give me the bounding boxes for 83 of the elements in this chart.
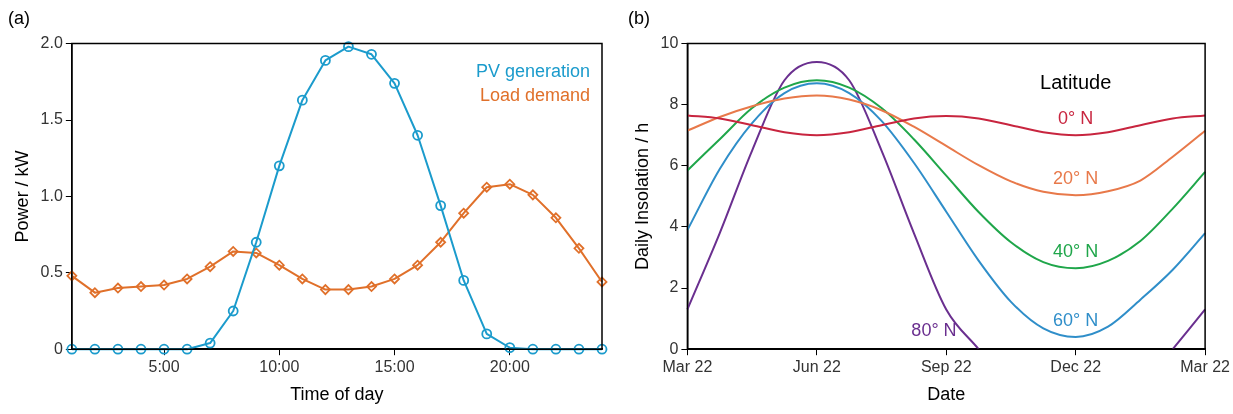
- point: [112, 282, 124, 294]
- point: [273, 160, 285, 172]
- point: [366, 48, 377, 60]
- point: [573, 343, 585, 355]
- y-tick-label: 6: [669, 156, 679, 174]
- x-axis-title: Time of day: [290, 384, 384, 405]
- point: [550, 343, 562, 355]
- point: [66, 343, 78, 355]
- legend-title: Latitude: [1040, 71, 1112, 94]
- y-tick-label: 1.0: [40, 186, 63, 204]
- series-label: 20° N: [1053, 168, 1099, 189]
- text: Load demand: [479, 84, 590, 105]
- point: [527, 343, 539, 355]
- point: [527, 189, 539, 201]
- y-tick-label: 0: [53, 339, 63, 357]
- line-series: [686, 94, 1207, 197]
- point: [458, 275, 470, 286]
- point: [66, 270, 78, 282]
- x-tick-label: Dec 22: [1050, 358, 1102, 376]
- point: [273, 259, 285, 271]
- x-tick-label: Sep 22: [920, 358, 972, 376]
- text: PV generation: [475, 60, 590, 81]
- point: [343, 41, 354, 53]
- point: [204, 337, 216, 349]
- y-tick-label: 1.5: [40, 110, 63, 128]
- x-axis-title: Date: [927, 384, 966, 405]
- point: [296, 273, 308, 285]
- point: [596, 276, 608, 288]
- y-tick-label: 0.5: [40, 263, 63, 281]
- point: [296, 94, 308, 106]
- chart-title: (a): [8, 7, 30, 28]
- y-tick-label: 4: [669, 217, 679, 235]
- series-label: 0° N: [1058, 108, 1094, 129]
- point: [250, 247, 262, 259]
- point: [596, 343, 608, 355]
- x-tick-label: Jun 22: [792, 358, 841, 376]
- point: [343, 284, 354, 296]
- point: [435, 200, 447, 211]
- y-axis-title: Power / kW: [11, 150, 32, 243]
- point: [89, 343, 101, 355]
- point: [158, 279, 170, 291]
- point: [366, 281, 377, 292]
- series-label: 80° N: [911, 320, 957, 341]
- y-tick-label: 8: [669, 95, 679, 113]
- x-tick-label: Mar 22: [1180, 358, 1231, 376]
- point: [320, 284, 331, 296]
- point: [504, 342, 516, 354]
- point: [412, 259, 423, 271]
- point: [320, 55, 331, 66]
- point: [204, 261, 216, 273]
- x-tick-label: 10:00: [259, 358, 300, 376]
- point: [550, 212, 562, 224]
- x-tick-label: 5:00: [148, 358, 180, 376]
- point: [158, 343, 170, 355]
- point: [412, 129, 423, 141]
- point: [112, 343, 124, 355]
- point: [573, 242, 585, 254]
- x-tick-label: 20:00: [489, 358, 530, 376]
- point: [135, 281, 147, 292]
- point: [458, 207, 470, 219]
- point: [481, 181, 493, 193]
- point: [181, 343, 193, 355]
- y-tick-label: 0: [669, 339, 679, 357]
- chart-title: (b): [628, 7, 650, 28]
- x-tick-label: 15:00: [374, 358, 415, 376]
- point: [135, 343, 147, 355]
- point: [504, 178, 516, 190]
- point: [389, 273, 400, 285]
- point: [181, 273, 193, 285]
- point: [389, 77, 400, 89]
- x-tick-label: Mar 22: [662, 358, 713, 376]
- point: [89, 287, 101, 299]
- series-label: 40° N: [1053, 241, 1099, 262]
- series-label: 60° N: [1053, 309, 1099, 330]
- y-tick-label: 2.0: [40, 34, 63, 52]
- y-tick-label: 2: [669, 278, 679, 296]
- y-axis-title: Daily Insolation / h: [631, 122, 652, 270]
- point: [435, 236, 447, 248]
- point: [227, 305, 239, 317]
- point: [481, 328, 493, 340]
- y-tick-label: 10: [660, 34, 679, 52]
- point: [250, 236, 262, 248]
- point: [227, 246, 239, 257]
